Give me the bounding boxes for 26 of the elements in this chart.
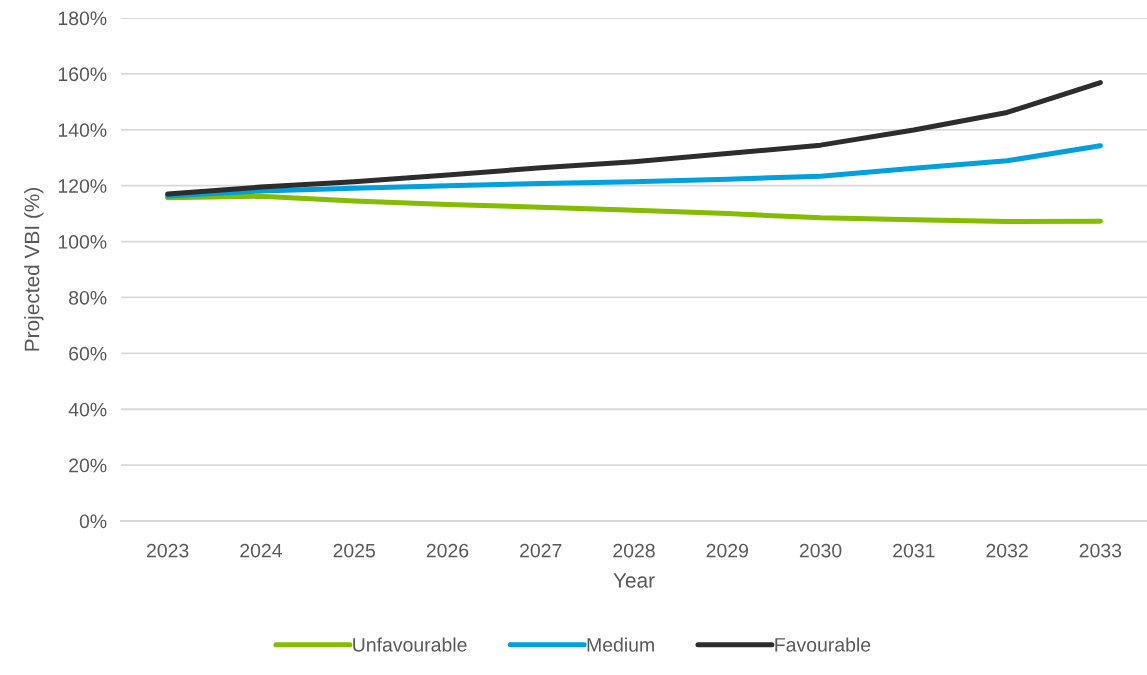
x-axis-title: Year [613, 573, 655, 588]
legend-label: Favourable [775, 637, 871, 652]
x-tick-label: 2028 [613, 543, 655, 558]
x-tick-label: 2023 [146, 543, 189, 558]
y-tick-label: 80% [69, 290, 107, 305]
legend-label: Medium [587, 637, 654, 652]
x-tick-label: 2027 [520, 543, 562, 558]
y-tick-label: 120% [58, 179, 107, 193]
y-tick-label: 100% [58, 235, 107, 249]
x-tick-label: 2032 [986, 543, 1028, 558]
legend-label: Unfavourable [353, 637, 467, 652]
x-tick-label: 2024 [240, 543, 282, 558]
x-tick-label: 2031 [893, 543, 935, 558]
y-tick-label: 60% [69, 346, 107, 361]
x-tick-label: 2026 [426, 543, 469, 558]
x-tick-label: 2029 [706, 543, 748, 558]
x-tick-label: 2033 [1079, 543, 1122, 558]
y-tick-label: 40% [68, 402, 107, 417]
x-tick-label: 2025 [333, 543, 375, 558]
y-tick-label: 180% [58, 11, 107, 26]
y-tick-label: 20% [69, 458, 107, 473]
y-tick-label: 140% [58, 123, 107, 138]
y-tick-label: 160% [58, 67, 107, 82]
x-tick-label: 2030 [799, 543, 842, 558]
y-tick-label: 0% [79, 514, 107, 529]
y-axis-title: Projected VBI (%) [24, 188, 44, 351]
